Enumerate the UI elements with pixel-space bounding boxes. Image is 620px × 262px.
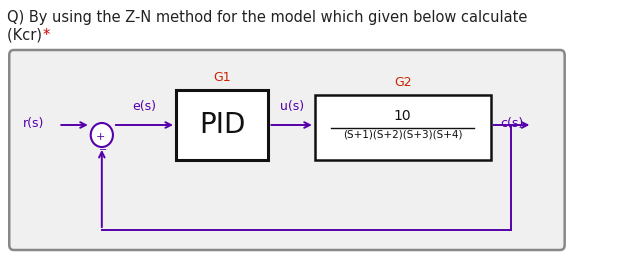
Circle shape: [91, 123, 113, 147]
Text: −: −: [99, 145, 107, 155]
Text: 10: 10: [394, 110, 412, 123]
Text: PID: PID: [199, 111, 246, 139]
FancyBboxPatch shape: [9, 50, 565, 250]
Text: r(s): r(s): [23, 117, 45, 129]
Text: e(s): e(s): [133, 100, 156, 113]
Text: *: *: [43, 28, 50, 43]
Bar: [315, 95, 490, 160]
Text: G1: G1: [213, 71, 231, 84]
Text: u(s): u(s): [280, 100, 304, 113]
Bar: [176, 90, 268, 160]
Text: Q) By using the Z-N method for the model which given below calculate: Q) By using the Z-N method for the model…: [7, 10, 528, 25]
Text: (S+1)(S+2)(S+3)(S+4): (S+1)(S+2)(S+3)(S+4): [343, 129, 463, 139]
Text: +: +: [96, 132, 105, 142]
Text: (Kcr): (Kcr): [7, 28, 47, 43]
Text: G2: G2: [394, 76, 412, 89]
Text: c(s): c(s): [500, 117, 523, 129]
